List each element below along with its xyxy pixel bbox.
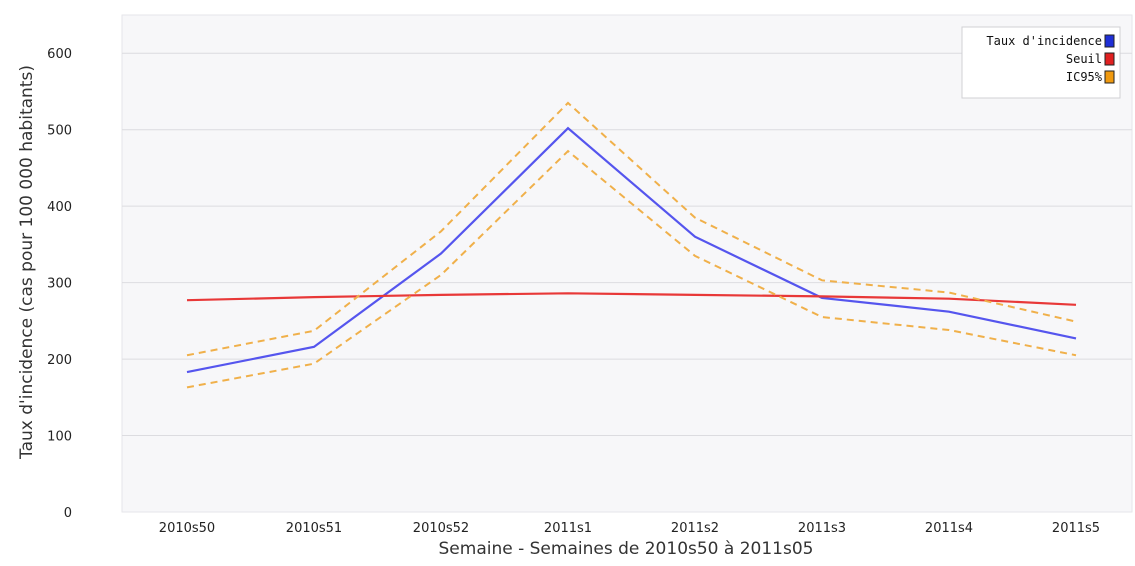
y-axis-label: Taux d'incidence (cas pour 100 000 habit… — [17, 65, 37, 460]
x-tick-label: 2010s51 — [286, 521, 342, 536]
x-tick-label: 2010s50 — [159, 521, 215, 536]
x-tick-label: 2011s5 — [1052, 521, 1100, 536]
series-line-0 — [186, 126, 1077, 374]
series-line-1 — [186, 292, 1077, 306]
y-tick-labels: 0 100 200 300 400 500 600 — [47, 47, 72, 521]
y-tick-label: 500 — [47, 124, 72, 139]
x-tick-label: 2011s1 — [544, 521, 592, 536]
x-tick-labels: 2010s50 2010s51 2010s52 2011s1 2011s2 2011s3 2… — [159, 521, 1100, 536]
legend-swatch-incidence — [1104, 34, 1115, 48]
y-tick-label: 300 — [47, 277, 72, 292]
y-tick-label: 400 — [47, 200, 72, 215]
y-tick-label: 100 — [47, 430, 72, 445]
legend-label-ic95: IC95% — [1066, 70, 1103, 84]
legend-box — [961, 26, 1121, 99]
y-tick-label: 0 — [64, 506, 72, 521]
legend-label-seuil: Seuil — [1066, 52, 1102, 66]
legend-swatch-ic95 — [1104, 70, 1115, 84]
legend-swatch-seuil — [1104, 52, 1115, 66]
x-axis-label: Semaine - Semaines de 2010s50 à 2011s05 — [439, 539, 814, 559]
legend-label-incidence: Taux d'incidence — [986, 34, 1102, 48]
series-line-ic95-lower — [186, 149, 1077, 389]
x-tick-label: 2011s4 — [925, 521, 973, 536]
x-tick-label: 2010s52 — [413, 521, 469, 536]
y-tick-label: 200 — [47, 353, 72, 368]
x-tick-label: 2011s2 — [671, 521, 719, 536]
x-tick-label: 2011s3 — [798, 521, 846, 536]
y-tick-label: 600 — [47, 47, 72, 62]
series-lines — [186, 101, 1077, 389]
series-line-ic95-upper — [186, 101, 1077, 357]
legend: Taux d'incidence Seuil IC95% — [961, 26, 1121, 99]
